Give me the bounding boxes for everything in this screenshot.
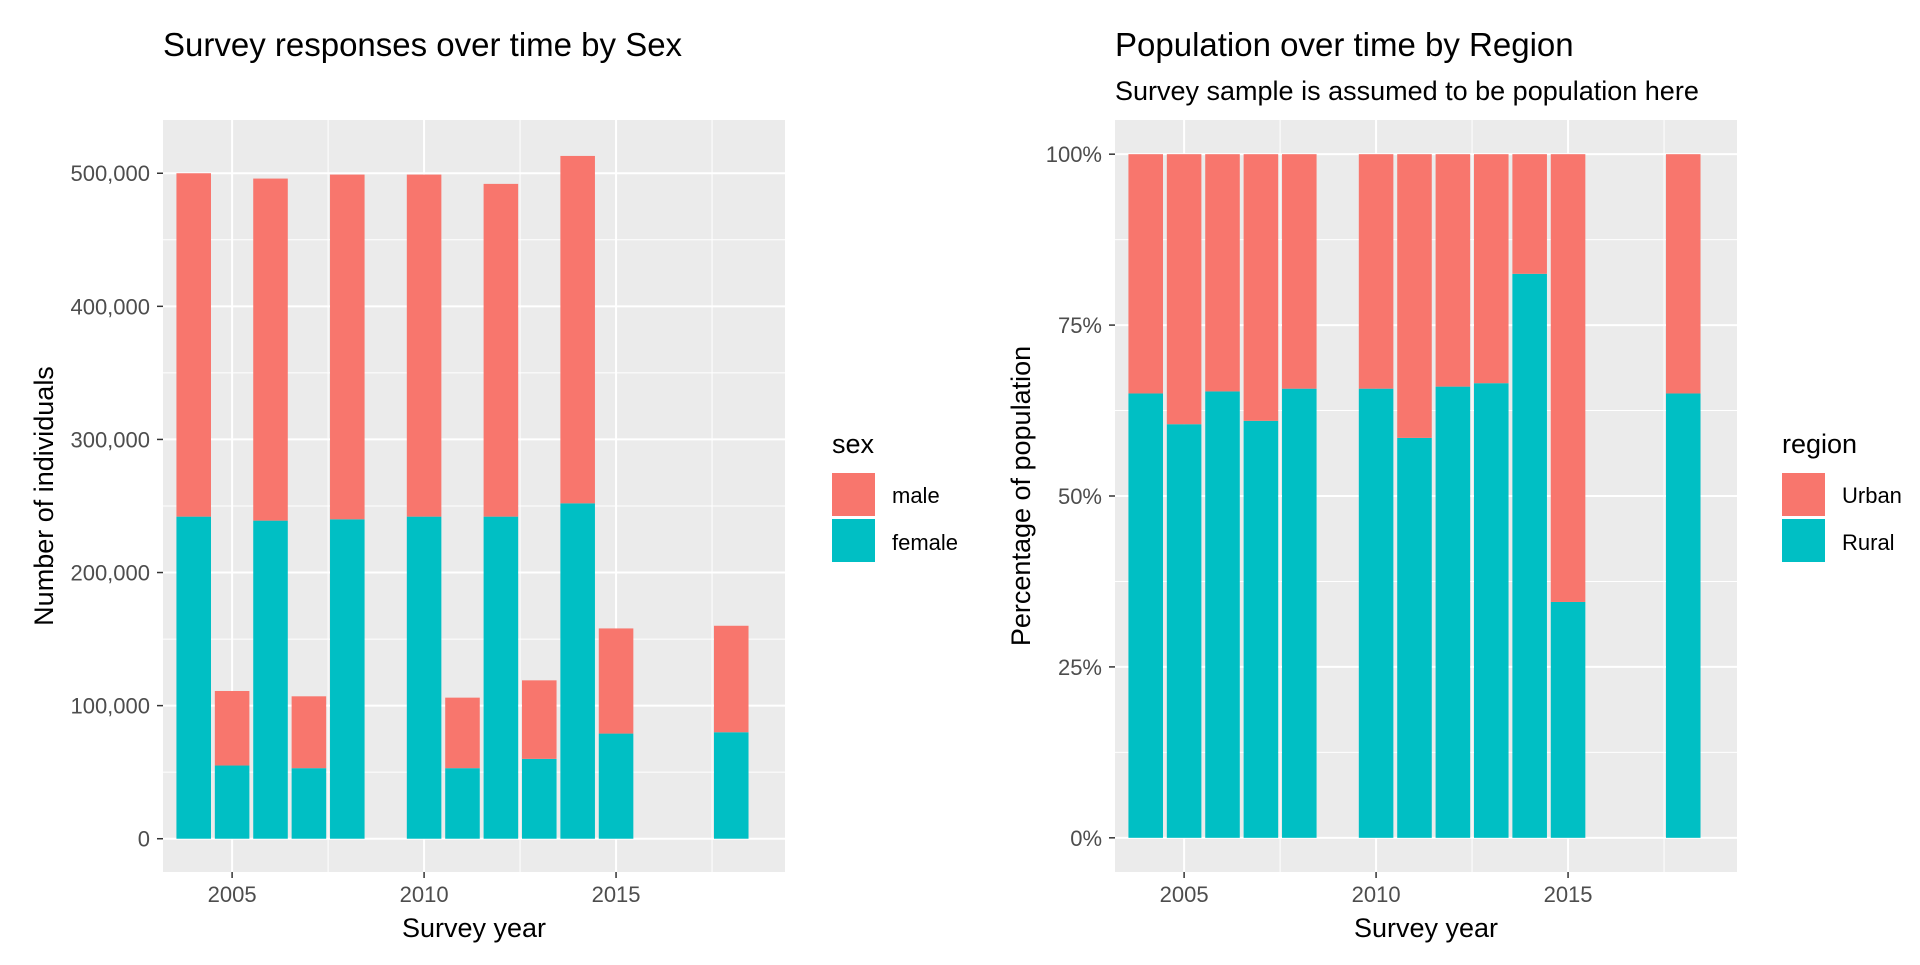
left-x-axis: 2005 2010 2015: [208, 872, 641, 907]
left-chart-title: Survey responses over time by Sex: [163, 26, 683, 63]
bar-female-2010: [406, 516, 442, 839]
bar-male-2004: [176, 173, 211, 517]
right-y-axis-title: Percentage of population: [1006, 346, 1036, 646]
left-x-axis-title: Survey year: [402, 913, 546, 943]
legend-label-urban: Urban: [1842, 483, 1902, 508]
bar-rural-2004: [1128, 393, 1163, 838]
bar-male-2015: [598, 628, 634, 734]
left-y-axis: 0 100,000 200,000 300,000 400,000 500,000: [70, 161, 163, 852]
bar-female-2004: [176, 516, 211, 839]
bar-urban-2018: [1665, 154, 1701, 394]
bar-female-2013: [521, 758, 557, 839]
right-chart-subtitle: Survey sample is assumed to be populatio…: [1115, 76, 1699, 106]
y-tick-label: 50%: [1058, 484, 1102, 509]
bar-urban-2005: [1166, 154, 1202, 425]
bar-female-2012: [483, 516, 519, 839]
right-chart: Population over time by Region Survey sa…: [1006, 26, 1902, 943]
bar-urban-2008: [1282, 154, 1317, 389]
bar-rural-2008: [1282, 388, 1317, 838]
right-x-axis: 2005 2010 2015: [1160, 872, 1593, 907]
y-tick-label: 500,000: [70, 161, 150, 186]
bar-female-2015: [598, 733, 634, 839]
left-y-axis-title: Number of individuals: [29, 366, 59, 626]
legend-label-rural: Rural: [1842, 530, 1895, 555]
left-legend: sex male female: [832, 429, 958, 562]
bar-rural-2007: [1243, 420, 1279, 838]
legend-label-male: male: [892, 483, 940, 508]
x-tick-label: 2005: [1160, 882, 1209, 907]
bar-male-2005: [214, 690, 250, 766]
bar-rural-2014: [1512, 273, 1547, 838]
y-tick-label: 0: [138, 827, 150, 852]
legend-swatch-urban: [1782, 473, 1825, 516]
bar-rural-2013: [1473, 383, 1509, 838]
bar-female-2011: [445, 768, 480, 839]
bar-male-2010: [406, 174, 442, 517]
bar-female-2006: [253, 520, 288, 839]
bar-urban-2010: [1358, 154, 1394, 389]
bar-male-2018: [713, 625, 749, 733]
left-chart: Survey responses over time by Sex 0 100,0…: [29, 26, 958, 943]
y-tick-label: 300,000: [70, 427, 150, 452]
y-tick-label: 100%: [1046, 142, 1102, 167]
legend-swatch-female: [832, 519, 875, 562]
bar-male-2007: [291, 696, 327, 769]
y-tick-label: 100,000: [70, 694, 150, 719]
bar-rural-2010: [1358, 388, 1394, 838]
bar-rural-2011: [1397, 437, 1432, 838]
bar-male-2008: [330, 174, 365, 520]
bar-male-2011: [445, 697, 480, 769]
x-tick-label: 2010: [1352, 882, 1401, 907]
x-tick-label: 2015: [592, 882, 641, 907]
bar-urban-2012: [1435, 154, 1471, 387]
bar-male-2014: [560, 155, 595, 504]
bar-urban-2004: [1128, 154, 1163, 394]
x-tick-label: 2010: [400, 882, 449, 907]
left-legend-title: sex: [832, 429, 875, 459]
bar-male-2012: [483, 183, 519, 517]
right-bars: [1128, 154, 1701, 838]
legend-swatch-rural: [1782, 519, 1825, 562]
legend-swatch-male: [832, 473, 875, 516]
right-legend: region Urban Rural: [1782, 429, 1902, 562]
right-legend-title: region: [1782, 429, 1857, 459]
x-tick-label: 2015: [1544, 882, 1593, 907]
bar-female-2005: [214, 765, 250, 839]
right-chart-title: Population over time by Region: [1115, 26, 1574, 63]
bar-urban-2013: [1473, 154, 1509, 384]
y-tick-label: 200,000: [70, 561, 150, 586]
bar-urban-2011: [1397, 154, 1432, 438]
bar-rural-2005: [1166, 424, 1202, 838]
bar-female-2008: [330, 519, 365, 839]
y-tick-label: 400,000: [70, 294, 150, 319]
bar-male-2006: [253, 178, 288, 521]
bar-urban-2014: [1512, 154, 1547, 274]
right-x-axis-title: Survey year: [1354, 913, 1498, 943]
bar-rural-2006: [1205, 391, 1240, 838]
bar-female-2014: [560, 503, 595, 839]
legend-label-female: female: [892, 530, 958, 555]
bar-urban-2007: [1243, 154, 1279, 421]
bar-urban-2015: [1550, 154, 1586, 602]
bar-female-2007: [291, 768, 327, 839]
left-bars: [176, 155, 749, 839]
bar-female-2018: [713, 732, 749, 839]
x-tick-label: 2005: [208, 882, 257, 907]
bar-urban-2006: [1205, 154, 1240, 392]
y-tick-label: 75%: [1058, 313, 1102, 338]
right-y-axis: 0% 25% 50% 75% 100%: [1046, 142, 1115, 851]
bar-male-2013: [521, 680, 557, 759]
y-tick-label: 25%: [1058, 655, 1102, 680]
bar-rural-2012: [1435, 386, 1471, 838]
bar-rural-2015: [1550, 601, 1586, 838]
bar-rural-2018: [1665, 393, 1701, 838]
y-tick-label: 0%: [1070, 826, 1102, 851]
